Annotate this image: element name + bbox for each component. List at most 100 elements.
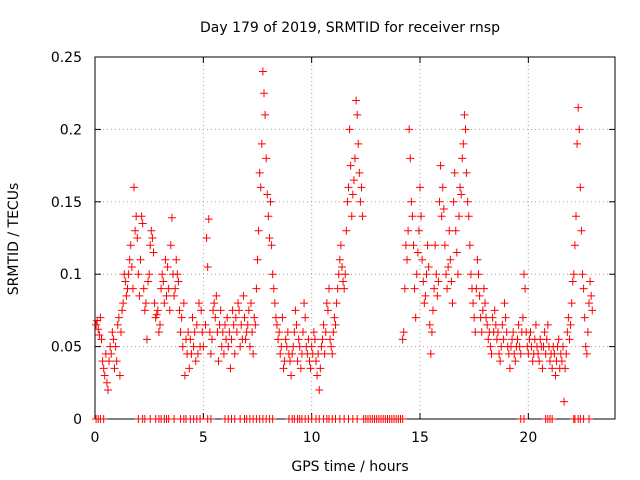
data-point [157,284,166,293]
data-point [585,415,593,423]
axes: 0 5 10 15 20 0 0.05 0.1 0.15 0.2 0.25 [51,50,616,446]
data-point [559,342,567,351]
data-point [225,328,234,337]
data-point [449,197,458,206]
data-point [582,349,591,358]
data-point [439,205,448,214]
data-point [443,284,452,293]
data-point [185,364,194,373]
data-point [244,306,253,315]
data-point [548,415,557,423]
data-point [345,125,354,134]
data-point [430,284,439,293]
data-point [191,357,200,366]
data-point [327,342,336,351]
data-point [253,255,262,264]
data-point [355,168,364,177]
data-point [133,234,142,242]
data-point [479,284,488,293]
data-point [199,342,208,351]
data-point [128,284,137,293]
data-point [578,270,587,279]
data-point [247,299,255,308]
data-point [268,270,277,279]
data-point [477,328,486,337]
data-point [483,320,492,329]
data-point [248,328,257,337]
x-tick-label: 5 [199,430,208,446]
data-point [551,371,560,380]
data-point [455,212,463,221]
data-point [301,313,310,322]
data-point [160,299,169,308]
data-point [447,277,456,286]
data-point [312,357,320,366]
data-point [270,299,279,308]
data-point [569,270,578,279]
data-point [278,313,287,322]
data-point [227,335,236,344]
grid-lines [95,57,615,419]
data-point [170,291,179,300]
data-point [422,270,431,279]
data-point [579,284,588,293]
data-point [126,241,135,250]
data-point [424,262,433,271]
data-point [206,349,215,358]
data-point [336,241,345,250]
y-tick-label: 0.1 [60,267,82,283]
data-point [256,183,265,192]
data-point [178,342,187,351]
data-point [100,371,109,380]
data-point [92,320,101,329]
data-point [154,328,163,337]
data-points [92,67,597,423]
data-point [212,291,221,300]
data-point [118,306,127,315]
data-point [413,248,422,257]
data-point [279,364,288,373]
data-point [141,299,150,308]
data-point [446,255,455,264]
data-point [565,335,574,344]
data-point [518,313,527,322]
data-point [130,183,138,192]
data-point [127,262,136,271]
data-point [150,299,159,308]
data-point [319,320,328,329]
data-point [457,190,466,199]
data-point [219,349,228,358]
data-point [472,284,481,293]
y-tick-label: 0.2 [60,122,82,138]
data-point [258,67,267,76]
data-point [325,284,333,293]
data-point [453,270,462,279]
data-point [317,342,326,351]
data-point [542,335,551,344]
data-point [583,328,592,337]
data-point [239,291,248,300]
data-point [147,226,156,235]
data-point [204,215,213,224]
data-point [587,291,596,300]
data-point [406,154,415,163]
data-point [144,277,153,286]
data-point [146,241,155,250]
data-point [315,386,324,395]
data-point [172,255,181,264]
data-point [240,313,249,322]
data-point [566,320,575,329]
data-point [460,110,469,119]
data-point [496,357,505,366]
data-point [438,183,447,192]
data-point [405,125,414,134]
data-point [580,313,589,322]
data-point [481,299,489,308]
data-point [234,299,242,308]
data-point [243,320,252,329]
data-point [407,197,416,206]
data-point [400,284,409,293]
data-point [265,234,274,242]
data-point [410,284,419,293]
